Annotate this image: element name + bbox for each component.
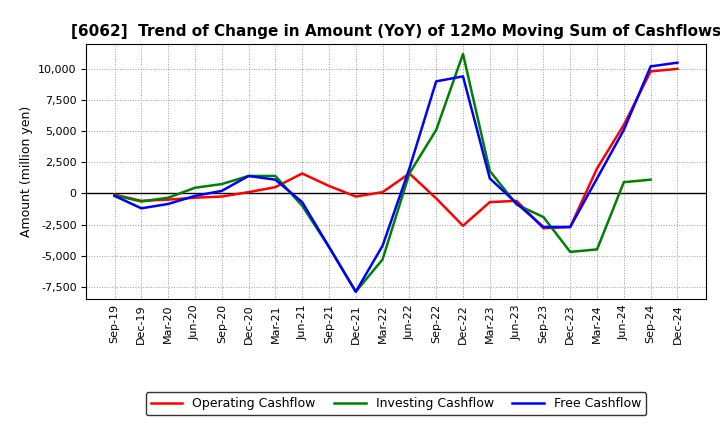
Free Cashflow	[566, 224, 575, 230]
Operating Cashflow	[351, 194, 360, 199]
Operating Cashflow	[271, 184, 279, 190]
Operating Cashflow	[459, 223, 467, 228]
Free Cashflow	[647, 64, 655, 69]
Investing Cashflow	[217, 181, 226, 187]
Line: Investing Cashflow: Investing Cashflow	[114, 54, 651, 292]
Free Cashflow	[539, 224, 548, 230]
Investing Cashflow	[244, 173, 253, 179]
Operating Cashflow	[405, 171, 414, 176]
Operating Cashflow	[566, 224, 575, 230]
Free Cashflow	[593, 176, 601, 181]
Investing Cashflow	[325, 244, 333, 249]
Operating Cashflow	[485, 199, 494, 205]
Operating Cashflow	[378, 190, 387, 195]
Free Cashflow	[351, 289, 360, 294]
Investing Cashflow	[593, 247, 601, 252]
Free Cashflow	[459, 74, 467, 79]
Free Cashflow	[271, 177, 279, 182]
Free Cashflow	[217, 188, 226, 194]
Operating Cashflow	[217, 194, 226, 199]
Free Cashflow	[164, 202, 173, 207]
Free Cashflow	[485, 176, 494, 181]
Free Cashflow	[191, 193, 199, 198]
Operating Cashflow	[137, 198, 145, 203]
Free Cashflow	[325, 244, 333, 249]
Free Cashflow	[513, 201, 521, 206]
Operating Cashflow	[593, 166, 601, 171]
Investing Cashflow	[539, 214, 548, 220]
Free Cashflow	[405, 166, 414, 171]
Investing Cashflow	[432, 127, 441, 132]
Investing Cashflow	[298, 203, 307, 209]
Investing Cashflow	[110, 193, 119, 198]
Free Cashflow	[244, 173, 253, 179]
Investing Cashflow	[164, 195, 173, 200]
Free Cashflow	[298, 199, 307, 205]
Free Cashflow	[619, 127, 628, 132]
Line: Free Cashflow: Free Cashflow	[114, 62, 678, 292]
Operating Cashflow	[647, 69, 655, 74]
Operating Cashflow	[673, 66, 682, 72]
Operating Cashflow	[513, 198, 521, 203]
Operating Cashflow	[164, 197, 173, 202]
Operating Cashflow	[110, 192, 119, 197]
Free Cashflow	[110, 193, 119, 198]
Operating Cashflow	[298, 171, 307, 176]
Investing Cashflow	[513, 202, 521, 207]
Investing Cashflow	[351, 289, 360, 294]
Operating Cashflow	[191, 195, 199, 200]
Investing Cashflow	[137, 199, 145, 204]
Operating Cashflow	[539, 226, 548, 231]
Y-axis label: Amount (million yen): Amount (million yen)	[19, 106, 32, 237]
Free Cashflow	[378, 243, 387, 248]
Operating Cashflow	[432, 196, 441, 201]
Free Cashflow	[137, 205, 145, 211]
Legend: Operating Cashflow, Investing Cashflow, Free Cashflow: Operating Cashflow, Investing Cashflow, …	[146, 392, 646, 415]
Title: [6062]  Trend of Change in Amount (YoY) of 12Mo Moving Sum of Cashflows: [6062] Trend of Change in Amount (YoY) o…	[71, 24, 720, 39]
Line: Operating Cashflow: Operating Cashflow	[114, 69, 678, 228]
Investing Cashflow	[191, 185, 199, 191]
Operating Cashflow	[244, 190, 253, 195]
Free Cashflow	[432, 79, 441, 84]
Investing Cashflow	[271, 173, 279, 179]
Investing Cashflow	[566, 249, 575, 254]
Investing Cashflow	[405, 171, 414, 176]
Free Cashflow	[673, 60, 682, 65]
Investing Cashflow	[647, 177, 655, 182]
Investing Cashflow	[619, 180, 628, 185]
Investing Cashflow	[378, 257, 387, 262]
Operating Cashflow	[619, 122, 628, 128]
Operating Cashflow	[325, 183, 333, 189]
Investing Cashflow	[485, 169, 494, 174]
Investing Cashflow	[459, 51, 467, 57]
